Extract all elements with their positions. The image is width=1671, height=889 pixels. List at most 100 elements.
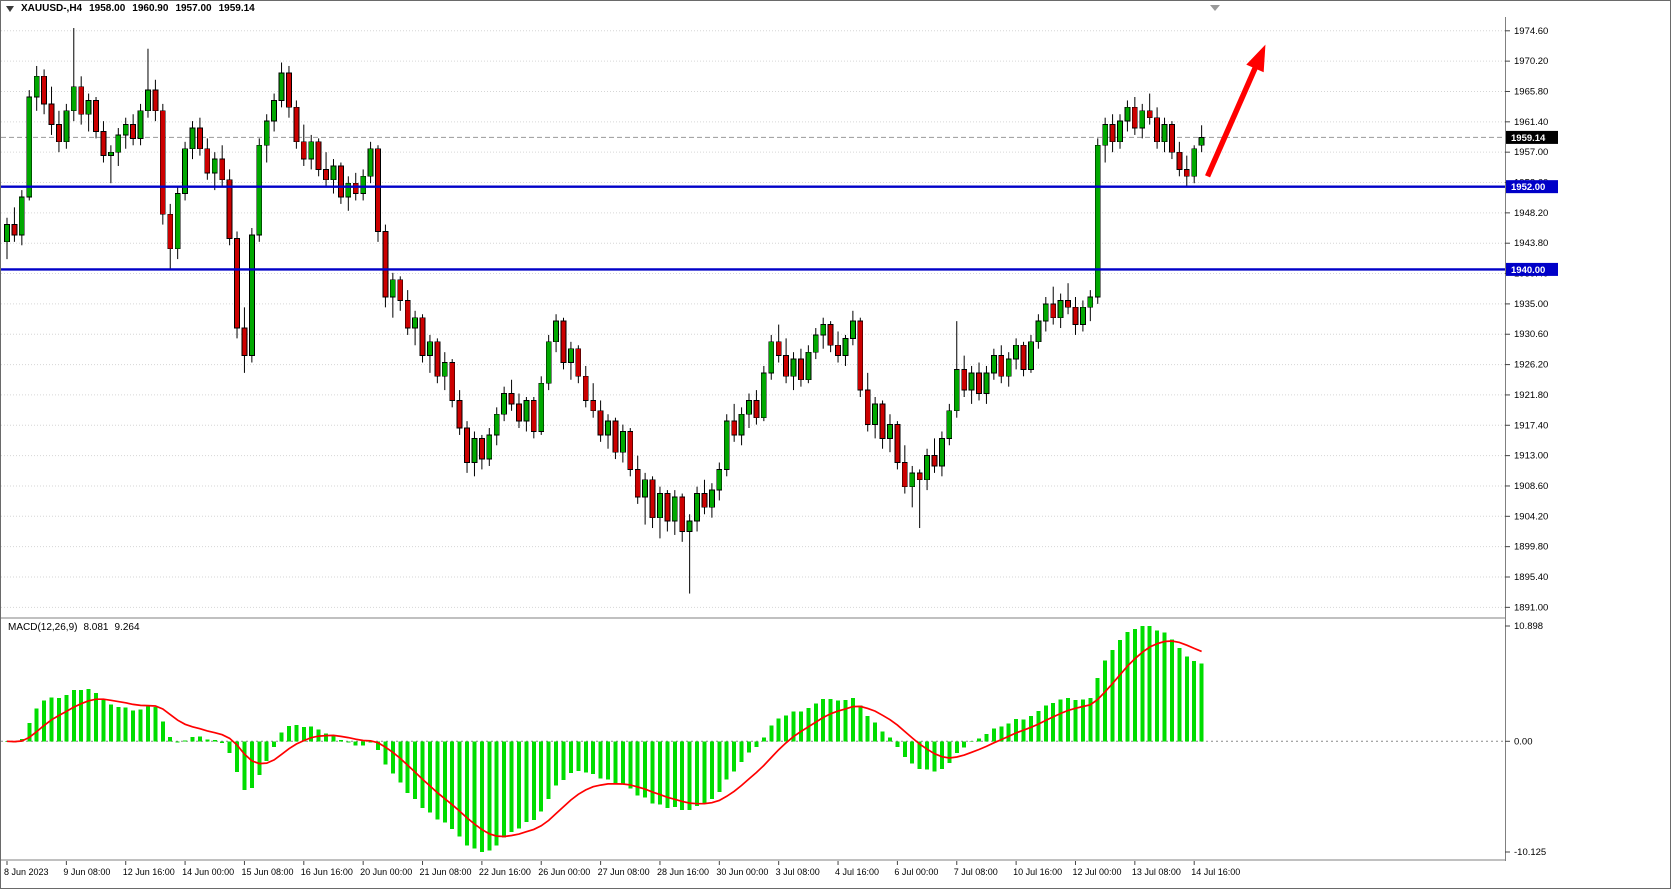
time-axis[interactable]: 8 Jun 2023 9 Jun 08:00 12 Jun 16:00 14 Jun … bbox=[1, 861, 1671, 889]
candle bbox=[1117, 114, 1123, 149]
candle-body-bull bbox=[872, 403, 879, 425]
candle-body-bull bbox=[983, 372, 990, 394]
candle-body-bear bbox=[1131, 106, 1138, 129]
candle-body-bear bbox=[634, 469, 641, 498]
macd-pane[interactable] bbox=[1, 626, 1505, 852]
price-axis[interactable]: 1974.60 1970.20 1965.80 1961.40 1957.00 1952.… bbox=[1505, 17, 1671, 861]
candle bbox=[152, 79, 159, 122]
candle bbox=[33, 65, 40, 111]
candle-body-bear bbox=[664, 493, 671, 522]
macd-histogram-bar bbox=[591, 741, 596, 775]
candle-body-bear bbox=[931, 455, 938, 467]
time-tick-label: 12 Jul 00:00 bbox=[1072, 867, 1121, 877]
macd-histogram-bar bbox=[86, 689, 91, 742]
candle-body-bear bbox=[516, 403, 522, 422]
candle bbox=[471, 431, 478, 477]
chart-shift-marker bbox=[1210, 5, 1220, 11]
price-tick-label: 1913.00 bbox=[1514, 451, 1548, 462]
trend-arrow[interactable] bbox=[1205, 44, 1266, 178]
candle-body-bull bbox=[33, 75, 40, 98]
candle-body-bear bbox=[649, 479, 656, 519]
candle bbox=[1050, 286, 1057, 325]
symbol-timeframe-label: XAUUSD-,H4 bbox=[21, 3, 83, 14]
macd-histogram-bar bbox=[954, 741, 959, 753]
candle bbox=[1094, 138, 1101, 304]
candle-body-bear bbox=[130, 124, 137, 139]
macd-histogram-bar bbox=[1006, 723, 1011, 742]
candle-body-bear bbox=[864, 389, 871, 425]
candle-body-bull bbox=[211, 158, 218, 174]
macd-histogram-bar bbox=[873, 722, 878, 742]
candle bbox=[48, 86, 55, 135]
candle bbox=[560, 317, 567, 370]
macd-histogram-bar bbox=[64, 694, 69, 742]
macd-histogram-bar bbox=[687, 741, 692, 811]
macd-histogram-bar bbox=[516, 741, 521, 829]
candle bbox=[783, 338, 789, 384]
macd-histogram-bar bbox=[27, 723, 32, 742]
candle-body-bull bbox=[471, 437, 478, 463]
candle-body-bull bbox=[671, 496, 678, 522]
candle bbox=[115, 128, 122, 166]
candle bbox=[1109, 114, 1116, 153]
candle-body-bear bbox=[78, 86, 85, 115]
candle bbox=[404, 290, 411, 335]
candle-body-bull bbox=[812, 334, 819, 353]
candle-body-bull bbox=[412, 317, 419, 329]
candle bbox=[1169, 121, 1175, 160]
candle bbox=[590, 383, 597, 418]
price-tick-label: 1908.60 bbox=[1514, 481, 1548, 492]
candle-body-bull bbox=[427, 341, 433, 357]
candle bbox=[805, 345, 812, 384]
candle-body-bull bbox=[70, 86, 77, 112]
candle bbox=[63, 103, 70, 149]
candle bbox=[18, 190, 25, 246]
candle-body-bear bbox=[1176, 151, 1183, 170]
trend-arrow-head[interactable] bbox=[1246, 44, 1266, 73]
candle bbox=[686, 514, 693, 594]
candle bbox=[271, 93, 278, 132]
candle-body-bull bbox=[849, 320, 856, 339]
candle bbox=[775, 324, 782, 363]
candle-body-bull bbox=[248, 234, 255, 357]
candle bbox=[1057, 293, 1064, 329]
macd-histogram-bar bbox=[175, 741, 180, 743]
candle-body-bear bbox=[352, 182, 359, 194]
candle-body-bull bbox=[523, 400, 530, 422]
macd-histogram-bar bbox=[531, 741, 536, 821]
macd-histogram-bar bbox=[1184, 656, 1189, 742]
price-tick-label: 1917.40 bbox=[1514, 420, 1548, 431]
candle bbox=[360, 169, 367, 201]
candle bbox=[657, 486, 663, 539]
macd-histogram-bar bbox=[1147, 626, 1152, 742]
candle bbox=[263, 114, 270, 163]
candle bbox=[768, 334, 775, 380]
macd-histogram-bar bbox=[1073, 699, 1078, 742]
trend-arrow-shaft[interactable] bbox=[1205, 61, 1260, 178]
quote-open-value: 1958.00 bbox=[89, 3, 126, 14]
macd-histogram-bar bbox=[220, 741, 225, 743]
candle bbox=[619, 424, 626, 463]
macd-histogram-bar bbox=[887, 737, 892, 742]
candle bbox=[1080, 300, 1086, 332]
macd-histogram-bar bbox=[999, 726, 1004, 742]
candle-body-bear bbox=[167, 213, 174, 250]
candle bbox=[627, 428, 634, 477]
macd-histogram-bar bbox=[784, 715, 789, 742]
candle bbox=[1176, 141, 1183, 177]
candle bbox=[375, 145, 381, 242]
candle-body-bull bbox=[1042, 303, 1049, 322]
candle bbox=[605, 414, 611, 449]
candle-body-bear bbox=[1183, 169, 1190, 177]
candle bbox=[501, 386, 508, 422]
macd-signal-line bbox=[6, 640, 1202, 838]
macd-histogram-bar bbox=[1125, 631, 1130, 742]
candle bbox=[849, 310, 856, 346]
macd-histogram-bar bbox=[197, 736, 202, 742]
candle-body-bull bbox=[63, 110, 70, 143]
candle bbox=[812, 328, 819, 360]
candle-body-bear bbox=[56, 124, 62, 143]
candle bbox=[315, 138, 322, 177]
macd-histogram-bar bbox=[613, 741, 618, 784]
